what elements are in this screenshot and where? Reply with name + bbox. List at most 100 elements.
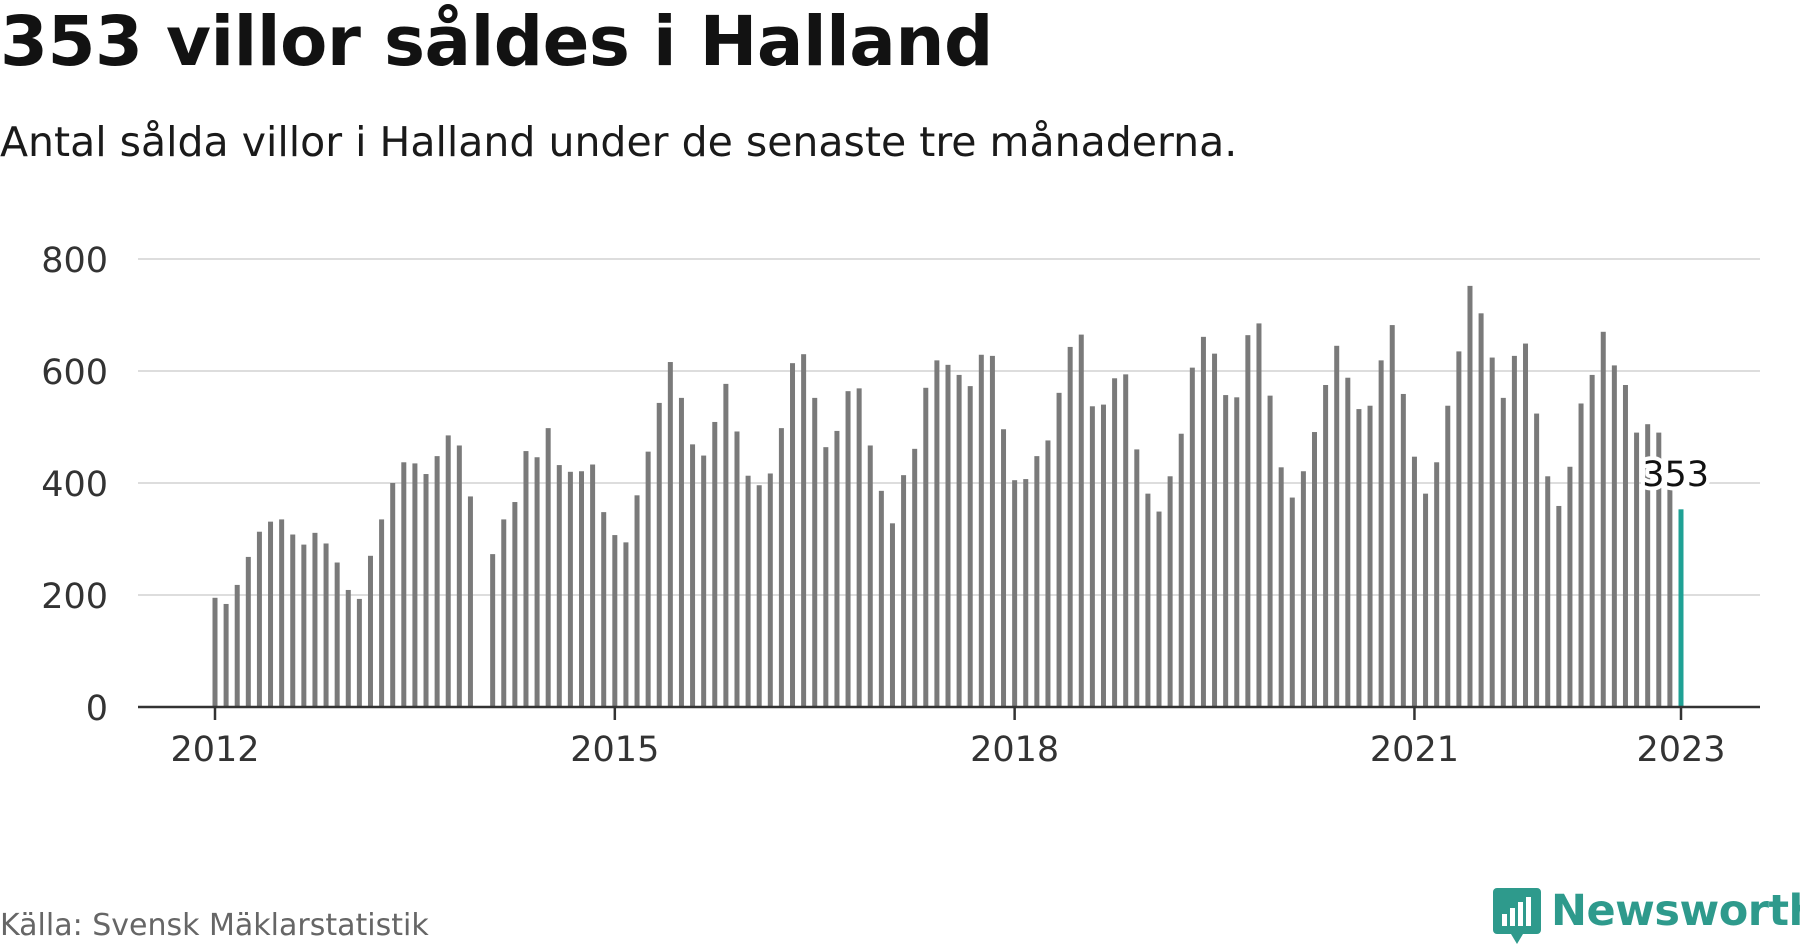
bar [1578, 403, 1584, 707]
bar [701, 455, 707, 707]
bar [212, 597, 218, 707]
bar [434, 456, 440, 707]
bar [1511, 355, 1517, 707]
bar [279, 519, 285, 707]
bar [1256, 323, 1262, 707]
bar [623, 542, 629, 707]
bar [945, 364, 951, 707]
bar [1178, 433, 1184, 707]
bar [1045, 440, 1051, 707]
chart-title: 353 villor såldes i Halland [0, 2, 993, 82]
bar [845, 391, 851, 707]
bar [1434, 462, 1440, 707]
bar [1423, 493, 1429, 707]
bar [1200, 336, 1206, 707]
bar [756, 485, 762, 707]
bar [1556, 505, 1562, 707]
bar-highlight [1678, 509, 1684, 707]
highlight-value-label: 353 [1642, 455, 1709, 495]
bar [1356, 409, 1362, 707]
bar [512, 502, 518, 707]
bar [1523, 343, 1529, 707]
bar [1067, 346, 1073, 707]
bar [834, 430, 840, 707]
bar [856, 388, 862, 707]
bar [1245, 335, 1251, 707]
bar [301, 544, 307, 707]
bar [1634, 432, 1640, 707]
bar [1167, 476, 1173, 707]
bar [1334, 345, 1340, 707]
bar [423, 474, 429, 707]
bar [634, 495, 640, 707]
x-tick-label: 2018 [970, 730, 1059, 770]
bar [767, 473, 773, 707]
bar [390, 483, 396, 707]
bar [523, 451, 529, 707]
bar [601, 512, 607, 707]
bar [1112, 378, 1118, 707]
bar [545, 428, 551, 707]
bar [1100, 404, 1106, 707]
bar [923, 387, 929, 707]
bar [901, 475, 907, 707]
bar [989, 355, 995, 707]
bar [812, 397, 818, 707]
bar [1345, 377, 1351, 707]
bar [645, 451, 651, 707]
bar [656, 402, 662, 707]
bar [1378, 360, 1384, 707]
bar [1489, 357, 1495, 707]
y-tick-label: 600 [41, 353, 108, 393]
x-tick-label: 2021 [1370, 730, 1459, 770]
bar [1467, 285, 1473, 707]
bar [1212, 353, 1218, 707]
bar [456, 445, 462, 707]
bar [1134, 449, 1140, 707]
bar [956, 374, 962, 707]
bar [745, 475, 751, 707]
bar [1545, 476, 1551, 707]
x-tick-label: 2012 [170, 730, 259, 770]
bar [345, 589, 351, 707]
bar [967, 386, 973, 707]
bar [590, 464, 596, 707]
x-tick-label: 2023 [1636, 730, 1725, 770]
bar [1034, 456, 1040, 707]
bar [1478, 313, 1484, 707]
bar [734, 431, 740, 707]
bar [268, 521, 274, 707]
bar [1089, 406, 1095, 707]
bar [1123, 374, 1129, 707]
bar [290, 534, 296, 707]
bar [234, 584, 240, 707]
newsworthy-logo-icon [1493, 888, 1541, 944]
bar [379, 519, 385, 707]
bar [1400, 393, 1406, 707]
bar [1001, 429, 1007, 707]
bar [1367, 405, 1373, 707]
bar [612, 535, 618, 707]
bar [778, 428, 784, 707]
bar [1500, 397, 1506, 707]
x-tick-label: 2015 [570, 730, 659, 770]
bar [1445, 405, 1451, 707]
bar [934, 360, 940, 707]
bar [801, 354, 807, 707]
bar [356, 598, 362, 707]
bar [245, 556, 251, 707]
y-tick-label: 800 [41, 241, 108, 281]
bar [323, 543, 329, 707]
bar [1023, 479, 1029, 707]
bar [1156, 511, 1162, 707]
bar [1534, 413, 1540, 707]
bar [367, 555, 373, 707]
bar [579, 471, 584, 707]
bar [912, 448, 918, 707]
brand-name: Newsworthy [1551, 886, 1800, 936]
bar [667, 362, 673, 707]
bar [401, 462, 407, 707]
bar [1289, 497, 1295, 707]
bar [556, 465, 562, 707]
bar [567, 471, 573, 707]
